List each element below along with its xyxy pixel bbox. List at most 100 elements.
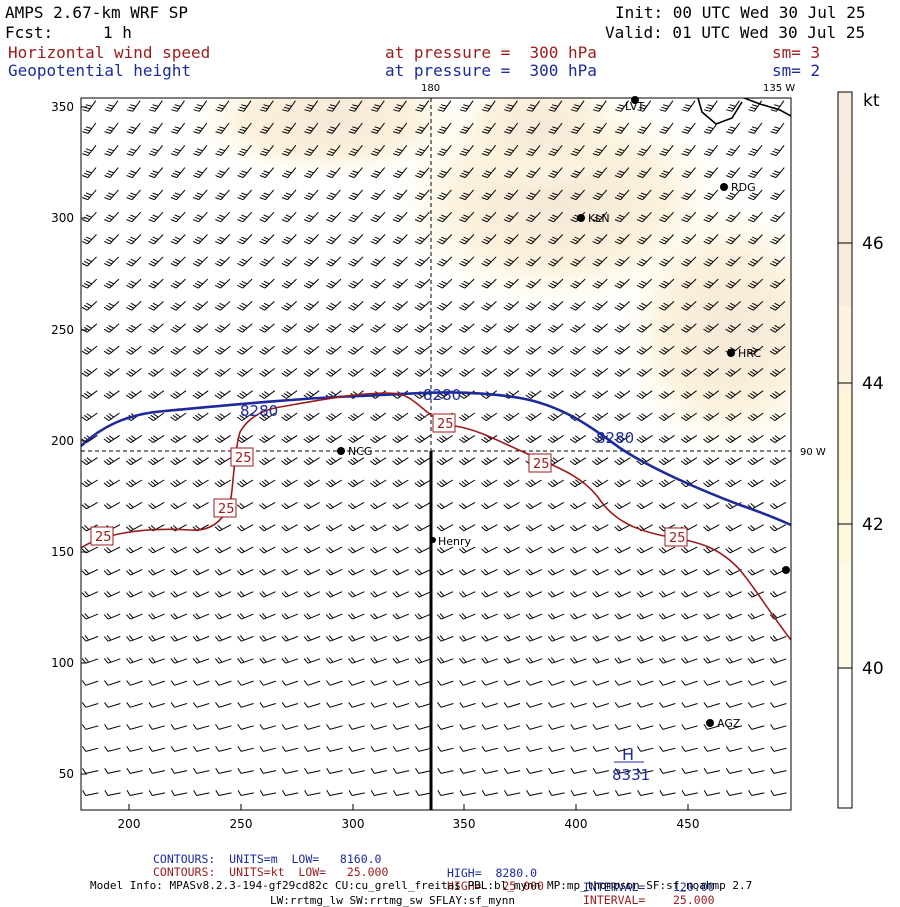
wind-barb (148, 680, 165, 686)
wind-barb (348, 256, 364, 267)
wind-barb (104, 724, 121, 730)
wind-barb (192, 278, 209, 289)
wind-barb (436, 301, 453, 311)
wind-barb (126, 591, 143, 598)
wind-barb (148, 345, 164, 355)
wind-barb (459, 635, 476, 642)
wind-barb (525, 501, 542, 510)
wind-barb (614, 368, 631, 377)
wind-barb (81, 724, 99, 730)
wind-barb (126, 368, 142, 377)
wind-barb (503, 635, 521, 642)
wind-barb (192, 680, 210, 686)
wind-barb (747, 680, 765, 686)
wind-barb (414, 345, 431, 355)
wind-barb (303, 724, 321, 730)
wind-barb (681, 345, 697, 355)
wind-barb (148, 724, 166, 730)
wind-barb (436, 524, 454, 532)
wind-barb (326, 167, 341, 179)
wind-barb (237, 724, 254, 730)
wind-barb (570, 144, 585, 156)
wind-barb (636, 724, 654, 730)
wind-barb (348, 657, 365, 664)
wind-barb (170, 345, 187, 355)
wind-barb (214, 390, 231, 399)
wind-barb (126, 613, 143, 620)
wind-barb (304, 167, 319, 179)
wind-barb (570, 189, 585, 201)
wind-barb (325, 368, 342, 377)
wind-barb (103, 412, 120, 422)
wind-barb (769, 412, 786, 422)
wind-barb (770, 122, 785, 134)
wind-barb (305, 812, 321, 817)
wind-barb (592, 702, 609, 708)
wind-barb (658, 256, 675, 267)
wind-barb (215, 746, 232, 752)
wind-barb (303, 390, 320, 399)
wind-barb (748, 790, 765, 796)
wind-barb (592, 768, 610, 774)
wind-barb (525, 323, 542, 333)
wind-barb (503, 768, 521, 774)
wind-barb (636, 746, 654, 752)
wind-barb (103, 345, 120, 355)
field1-name: Horizontal wind speed (8, 43, 211, 62)
wind-barb (392, 501, 409, 510)
wind-barb (104, 234, 120, 245)
wind-barb (436, 568, 454, 576)
wind-barb (481, 234, 497, 245)
wind-barb (681, 167, 696, 179)
wind-barb (548, 702, 565, 708)
wind-barb (104, 100, 119, 112)
wind-barb (747, 702, 765, 708)
wind-barb (547, 591, 565, 598)
wind-barb (548, 189, 563, 201)
wind-barb (703, 746, 721, 752)
wind-barb (725, 189, 741, 201)
wind-barb (193, 790, 210, 796)
wind-barb (769, 591, 787, 598)
wind-barb (392, 234, 408, 245)
wind-barb (281, 546, 298, 554)
wind-barb (347, 457, 365, 466)
wind-label-6: 25 (664, 527, 688, 547)
wind-barb (681, 657, 698, 664)
wind-barb (570, 657, 587, 664)
wind-barb (392, 790, 410, 796)
wind-barb (126, 345, 142, 355)
station-kln: KLN (577, 212, 610, 225)
wind-barb (236, 568, 254, 576)
wind-barb (215, 724, 232, 730)
wind-barb (658, 434, 675, 444)
wind-barb (436, 434, 453, 444)
wind-barb (547, 256, 564, 267)
wind-barb (481, 568, 498, 576)
wind-barb (659, 234, 675, 245)
wind-barb (126, 167, 141, 179)
wind-barb (680, 479, 698, 488)
wind-barb (703, 412, 720, 422)
wind-barb (237, 635, 254, 642)
wind-barb (215, 144, 230, 156)
wind-barb (281, 568, 298, 576)
wind-barb (303, 457, 320, 466)
wind-barb (636, 278, 653, 289)
wind-barb (725, 524, 742, 532)
wind-barb (347, 501, 365, 510)
wind-barb (525, 390, 542, 399)
wind-barb (592, 122, 607, 134)
wind-barb (459, 768, 476, 774)
wind-barb (525, 702, 543, 708)
wind-barb (749, 812, 765, 817)
wind-barb (104, 189, 119, 201)
wind-barb (170, 568, 187, 576)
wind-barb (614, 657, 632, 664)
wind-barb (81, 211, 97, 223)
wind-barb (614, 546, 631, 554)
wind-barb (592, 568, 609, 576)
wind-barb (503, 680, 521, 686)
wind-barb (125, 390, 142, 399)
wind-barb (259, 680, 276, 686)
